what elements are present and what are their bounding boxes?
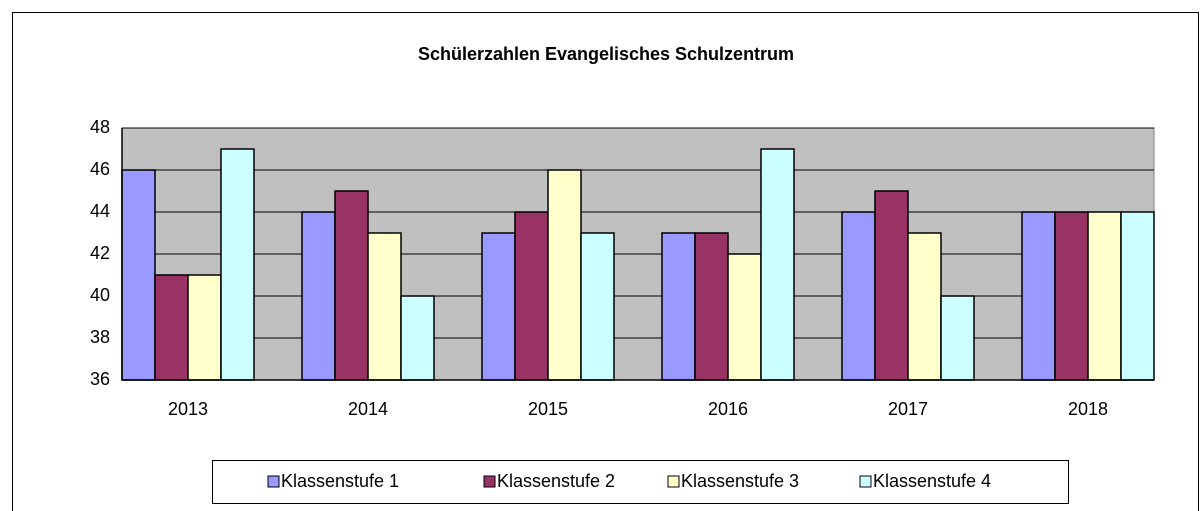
y-tick-label: 44 (90, 201, 110, 221)
bar (580, 232, 615, 381)
x-tick-label: 2013 (168, 399, 208, 419)
legend-swatch (267, 475, 280, 488)
y-tick-label: 42 (90, 243, 110, 263)
bar (301, 211, 336, 381)
legend-label: Klassenstufe 2 (497, 471, 615, 491)
bar (514, 211, 549, 381)
x-tick-label: 2014 (348, 399, 388, 419)
y-tick-label: 48 (90, 117, 110, 137)
bar (1054, 211, 1089, 381)
bar (1087, 211, 1122, 381)
legend-box (212, 460, 1069, 504)
bar (760, 148, 795, 381)
legend-label: Klassenstufe 3 (681, 471, 799, 491)
bar (1120, 211, 1155, 381)
y-tick-label: 38 (90, 327, 110, 347)
bar (694, 232, 729, 381)
bar (940, 295, 975, 381)
bar (187, 274, 222, 381)
bar (547, 169, 582, 381)
legend-swatch (667, 475, 680, 488)
y-tick-label: 46 (90, 159, 110, 179)
legend-label: Klassenstufe 1 (281, 471, 399, 491)
bar (121, 169, 156, 381)
chart-title: Schülerzahlen Evangelisches Schulzentrum (418, 44, 794, 64)
bar (907, 232, 942, 381)
bar (727, 253, 762, 381)
bar (1021, 211, 1056, 381)
x-tick-label: 2015 (528, 399, 568, 419)
bar (400, 295, 435, 381)
bar (334, 190, 369, 381)
bar (154, 274, 189, 381)
legend-swatch (483, 475, 496, 488)
x-tick-label: 2017 (888, 399, 928, 419)
y-tick-label: 40 (90, 285, 110, 305)
bar (661, 232, 696, 381)
x-tick-label: 2016 (708, 399, 748, 419)
bar (220, 148, 255, 381)
y-tick-label: 36 (90, 369, 110, 389)
legend-label: Klassenstufe 4 (873, 471, 991, 491)
bar (874, 190, 909, 381)
x-tick-label: 2018 (1068, 399, 1108, 419)
bar (367, 232, 402, 381)
bar (481, 232, 516, 381)
bar (841, 211, 876, 381)
legend-swatch (859, 475, 872, 488)
